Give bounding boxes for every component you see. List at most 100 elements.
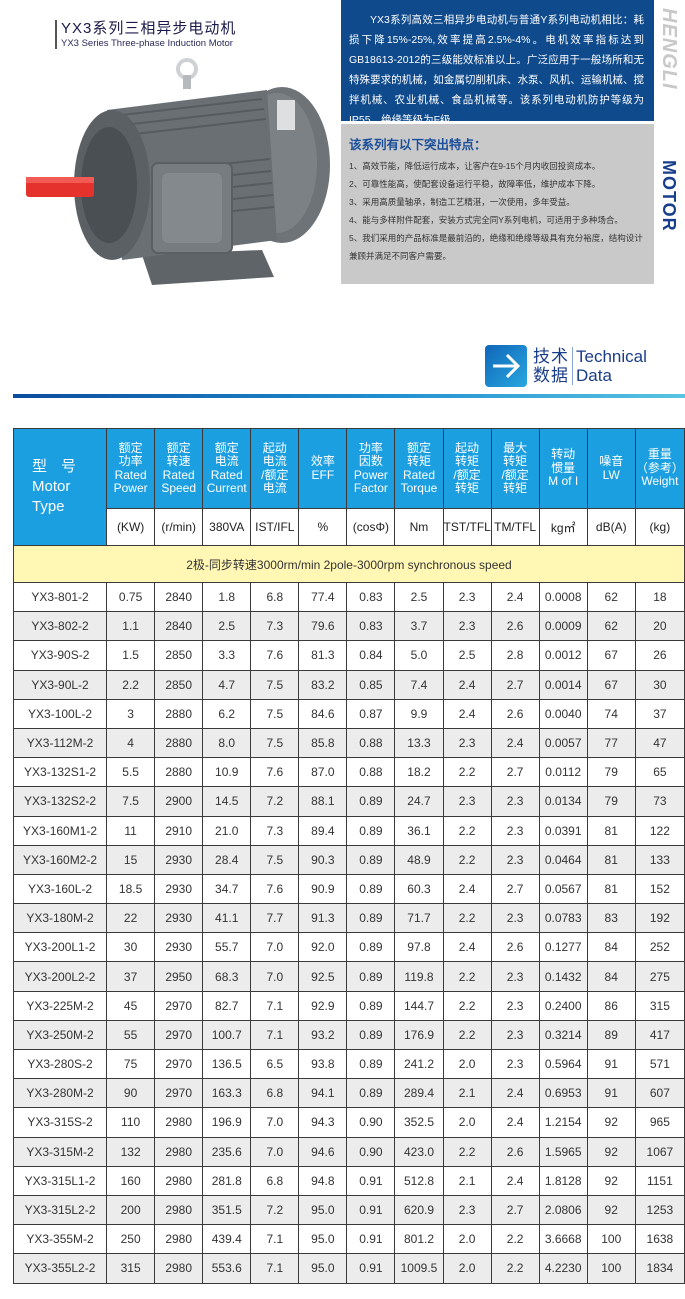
spec-cell: 75 (106, 1048, 156, 1080)
spec-cell: 28.4 (202, 844, 252, 875)
spec-cell: 2.0 (442, 1253, 492, 1284)
spec-cell: 2.3 (442, 611, 492, 642)
spec-cell: 0.89 (346, 932, 396, 963)
spec-cell: 2970 (154, 1019, 204, 1051)
spec-cell: 89 (586, 1019, 636, 1051)
spec-cell: 2.3 (442, 581, 492, 613)
spec-cell: 119.8 (394, 961, 444, 992)
unit-cell: (KW) (106, 508, 156, 546)
col-header-torque: 额定 转矩 Rated Torque (394, 428, 444, 509)
table-row: YX3-315L2-2 200 2980 351.5 7.2 95.0 0.91 620.9 2… (12, 1194, 685, 1226)
motor-type-cell: YX3-90S-2 (12, 640, 108, 671)
spec-cell: 351.5 (202, 1194, 252, 1226)
spec-cell: 6.5 (250, 1048, 300, 1080)
spec-cell: 2880 (154, 757, 204, 788)
spec-cell: 0.6953 (538, 1078, 588, 1109)
unit-cell: IST/IFL (250, 508, 300, 546)
spec-cell: 2850 (154, 669, 204, 700)
spec-cell: 1253 (634, 1194, 685, 1226)
spec-cell: 160 (106, 1165, 156, 1196)
spec-cell: 7.1 (250, 1253, 300, 1284)
spec-cell: 176.9 (394, 1019, 444, 1051)
spec-cell: 91.3 (298, 903, 348, 934)
spec-cell: 93.8 (298, 1048, 348, 1080)
spec-cell: 2930 (154, 932, 204, 963)
spec-cell: 26 (634, 640, 685, 671)
spec-cell: 7.5 (250, 698, 300, 729)
spec-cell: 15 (106, 844, 156, 875)
spec-cell: 84 (586, 961, 636, 992)
spec-cell: 83 (586, 903, 636, 934)
spec-cell: 22 (106, 903, 156, 934)
spec-cell: 1.5 (106, 640, 156, 671)
features-title: 该系列有以下突出特点： (349, 138, 487, 152)
spec-cell: 275 (634, 961, 685, 992)
spec-cell: 30 (634, 669, 685, 700)
spec-cell: 2.2 (442, 844, 492, 875)
spec-cell: 2.2 (442, 815, 492, 846)
spec-cell: 423.0 (394, 1136, 444, 1167)
spec-cell: 2.4 (490, 1165, 540, 1196)
spec-cell: 92.9 (298, 990, 348, 1021)
spec-cell: 79 (586, 757, 636, 788)
table-row: YX3-200L1-2 30 2930 55.7 7.0 92.0 0.89 97.8 2.4 2… (12, 932, 685, 963)
spec-cell: 7.4 (394, 669, 444, 700)
spec-cell: 315 (106, 1253, 156, 1284)
spec-cell: 2.7 (490, 1194, 540, 1226)
spec-cell: 607 (634, 1078, 685, 1109)
spec-cell: 2850 (154, 640, 204, 671)
feature-item: 5、我们采用的产品标准是最前沿的，绝缘和绝缘等级具有充分裕度，结构设计兼顾并满足… (349, 233, 643, 261)
spec-cell: 0.91 (346, 1253, 396, 1284)
spec-cell: 196.9 (202, 1107, 252, 1138)
spec-cell: 92 (586, 1107, 636, 1138)
spec-cell: 97.8 (394, 932, 444, 963)
table-row: YX3-801-2 0.75 2840 1.8 6.8 77.4 0.83 2.5 2.3 2.4… (12, 581, 685, 613)
section-row: 2极-同步转速3000rm/min 2pole-3000rpm synchron… (13, 545, 685, 583)
spec-cell: 2.3 (490, 961, 540, 992)
spec-cell: 801.2 (394, 1224, 444, 1255)
motor-type-cell: YX3-112M-2 (12, 727, 108, 759)
col-header-weight: 重量 （参考） Weight (634, 428, 685, 509)
spec-cell: 0.91 (346, 1194, 396, 1226)
spec-cell: 10.9 (202, 757, 252, 788)
spec-cell: 34.7 (202, 873, 252, 905)
spec-cell: 163.3 (202, 1078, 252, 1109)
spec-cell: 7.0 (250, 1107, 300, 1138)
spec-cell: 74 (586, 698, 636, 729)
spec-cell: 9.9 (394, 698, 444, 729)
spec-cell: 2.3 (490, 1019, 540, 1051)
unit-cell: TST/TFL (442, 508, 492, 546)
spec-cell: 2.4 (490, 1078, 540, 1109)
motor-type-cell: YX3-355M-2 (12, 1224, 108, 1255)
spec-cell: 71.7 (394, 903, 444, 934)
spec-cell: 93.2 (298, 1019, 348, 1051)
spec-cell: 36.1 (394, 815, 444, 846)
spec-cell: 2.7 (490, 873, 540, 905)
spec-cell: 132 (106, 1136, 156, 1167)
unit-cell: % (298, 508, 348, 546)
spec-cell: 85.8 (298, 727, 348, 759)
spec-cell: 37 (106, 961, 156, 992)
spec-cell: 2.3 (490, 786, 540, 817)
spec-cell: 0.0567 (538, 873, 588, 905)
spec-cell: 553.6 (202, 1253, 252, 1284)
motor-type-cell: YX3-280S-2 (12, 1048, 108, 1080)
spec-cell: 192 (634, 903, 685, 934)
feature-item: 4、能与多样附件配套，安装方式完全同Y系列电机，可适用于多种场合。 (349, 215, 623, 225)
spec-cell: 20 (634, 611, 685, 642)
spec-cell: 100.7 (202, 1019, 252, 1051)
spec-cell: 7.5 (106, 786, 156, 817)
table-row: YX3-315L1-2 160 2980 281.8 6.8 94.8 0.91 512.8 2… (12, 1165, 685, 1196)
spec-cell: 81 (586, 844, 636, 875)
spec-cell: 7.6 (250, 757, 300, 788)
spec-cell: 2980 (154, 1253, 204, 1284)
spec-cell: 5.0 (394, 640, 444, 671)
col-header-current: 额定 电流 Rated Current (202, 428, 252, 509)
unit-cell: TM/TFL (490, 508, 540, 546)
brand-strip: HENGLI MOTOR (654, 0, 685, 285)
spec-cell: 2.7 (490, 757, 540, 788)
spec-cell: 0.0009 (538, 611, 588, 642)
spec-cell: 2.5 (394, 581, 444, 613)
technical-data-header: 技术 数据 Technical Data (485, 344, 647, 388)
spec-cell: 0.89 (346, 903, 396, 934)
